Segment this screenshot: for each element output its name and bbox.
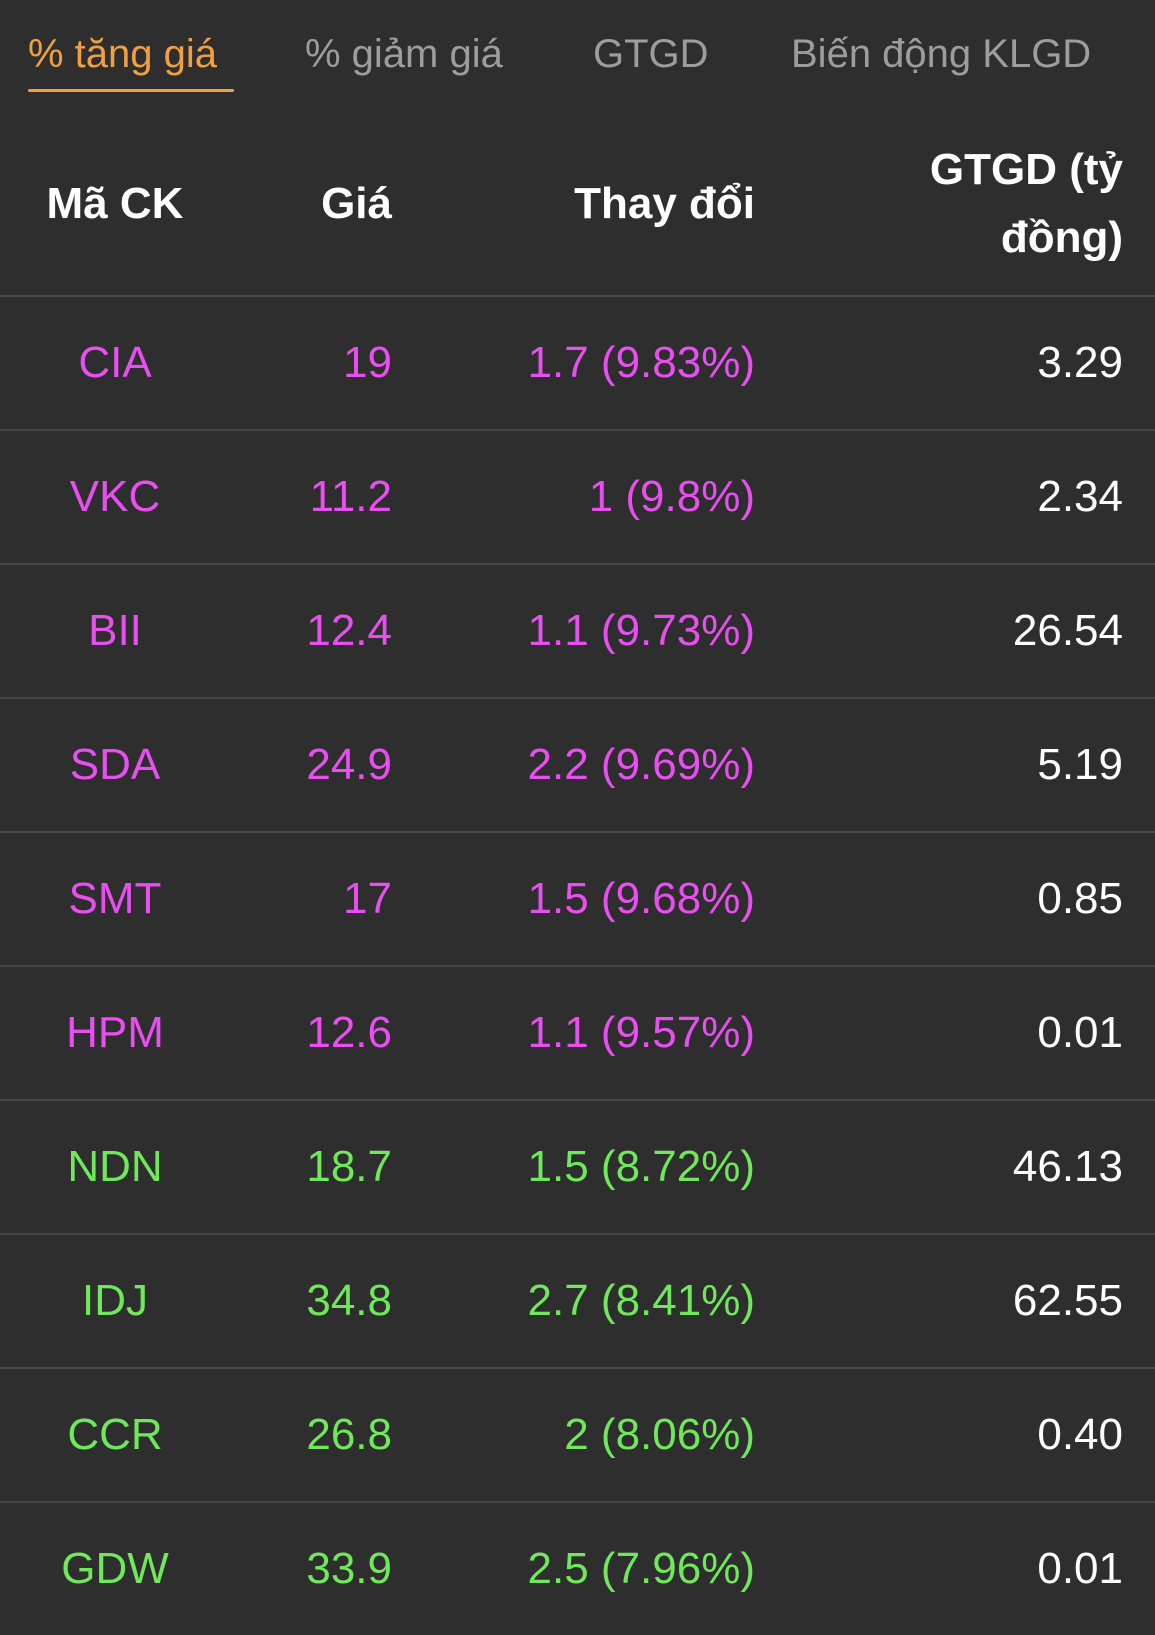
header-value[interactable]: GTGD (tỷ đồng) <box>755 112 1155 297</box>
stock-value: 0.40 <box>755 1368 1155 1503</box>
stock-value: 0.01 <box>1037 1544 1123 1593</box>
table-header-row: Mã CK Giá Thay đổi GTGD (tỷ đồng) <box>0 112 1155 297</box>
stock-value: 3.29 <box>755 296 1155 431</box>
tab-trading-value[interactable]: GTGD <box>593 32 709 76</box>
stock-code: BII <box>0 564 230 699</box>
stock-change: 1.1 (9.57%) <box>392 966 755 1101</box>
stock-price: 12.6 <box>230 966 392 1101</box>
table-row[interactable]: SMT 17 1.5 (9.68%) 0.85 <box>0 832 1155 967</box>
stock-code: CIA <box>0 296 230 431</box>
stock-change: 2.5 (7.96%) <box>527 1544 755 1593</box>
stock-change: 1.5 (8.72%) <box>392 1100 755 1235</box>
stock-value: 62.55 <box>755 1234 1155 1369</box>
header-price[interactable]: Giá <box>230 112 392 297</box>
stock-price: 33.9 <box>306 1544 392 1593</box>
stock-code: HPM <box>0 966 230 1101</box>
stock-price: 17 <box>230 832 392 967</box>
stock-price: 19 <box>230 296 392 431</box>
stock-change: 2.7 (8.41%) <box>392 1234 755 1369</box>
stock-change: 1.7 (9.83%) <box>392 296 755 431</box>
tab-top-losers[interactable]: % giảm giá <box>305 32 503 76</box>
stock-code: CCR <box>0 1368 230 1503</box>
stock-code: NDN <box>0 1100 230 1235</box>
stock-price: 12.4 <box>230 564 392 699</box>
table-row[interactable]: CCR 26.8 2 (8.06%) 0.40 <box>0 1368 1155 1503</box>
tab-top-gainers[interactable]: % tăng giá <box>28 32 218 76</box>
stock-price: 26.8 <box>230 1368 392 1503</box>
stock-change: 1.5 (9.68%) <box>392 832 755 967</box>
stock-code: VKC <box>0 430 230 565</box>
stock-price: 18.7 <box>230 1100 392 1235</box>
stock-change: 2 (8.06%) <box>392 1368 755 1503</box>
stock-code: SDA <box>0 698 230 833</box>
stock-value: 0.85 <box>755 832 1155 967</box>
stock-value: 46.13 <box>755 1100 1155 1235</box>
stock-price: 34.8 <box>230 1234 392 1369</box>
header-change[interactable]: Thay đổi <box>392 112 755 297</box>
table-row[interactable]: BII 12.4 1.1 (9.73%) 26.54 <box>0 564 1155 699</box>
stock-code: SMT <box>0 832 230 967</box>
table-row[interactable]: HPM 12.6 1.1 (9.57%) 0.01 <box>0 966 1155 1101</box>
header-code[interactable]: Mã CK <box>0 112 230 297</box>
table-row[interactable]: CIA 19 1.7 (9.83%) 3.29 <box>0 296 1155 431</box>
stock-table: Mã CK Giá Thay đổi GTGD (tỷ đồng) CIA 19… <box>0 112 1155 1635</box>
tab-volume-change[interactable]: Biến động KLGD <box>791 32 1092 76</box>
table-row[interactable]: IDJ 34.8 2.7 (8.41%) 62.55 <box>0 1234 1155 1369</box>
stock-code: GDW <box>61 1544 169 1593</box>
table-row[interactable]: GDW 33.9 2.5 (7.96%) 0.01 <box>0 1502 1155 1635</box>
stock-price: 24.9 <box>230 698 392 833</box>
stock-price: 11.2 <box>230 430 392 565</box>
stock-value: 26.54 <box>755 564 1155 699</box>
stock-code: IDJ <box>0 1234 230 1369</box>
stock-value: 2.34 <box>755 430 1155 565</box>
stock-change: 1.1 (9.73%) <box>392 564 755 699</box>
stock-change: 1 (9.8%) <box>392 430 755 565</box>
tab-bar: % tăng giá % giảm giá GTGD Biến động KLG… <box>0 0 1155 112</box>
stock-value: 0.01 <box>755 966 1155 1101</box>
active-tab-indicator <box>28 89 234 92</box>
table-row[interactable]: VKC 11.2 1 (9.8%) 2.34 <box>0 430 1155 565</box>
stock-change: 2.2 (9.69%) <box>392 698 755 833</box>
table-row[interactable]: NDN 18.7 1.5 (8.72%) 46.13 <box>0 1100 1155 1235</box>
table-row[interactable]: SDA 24.9 2.2 (9.69%) 5.19 <box>0 698 1155 833</box>
stock-value: 5.19 <box>755 698 1155 833</box>
